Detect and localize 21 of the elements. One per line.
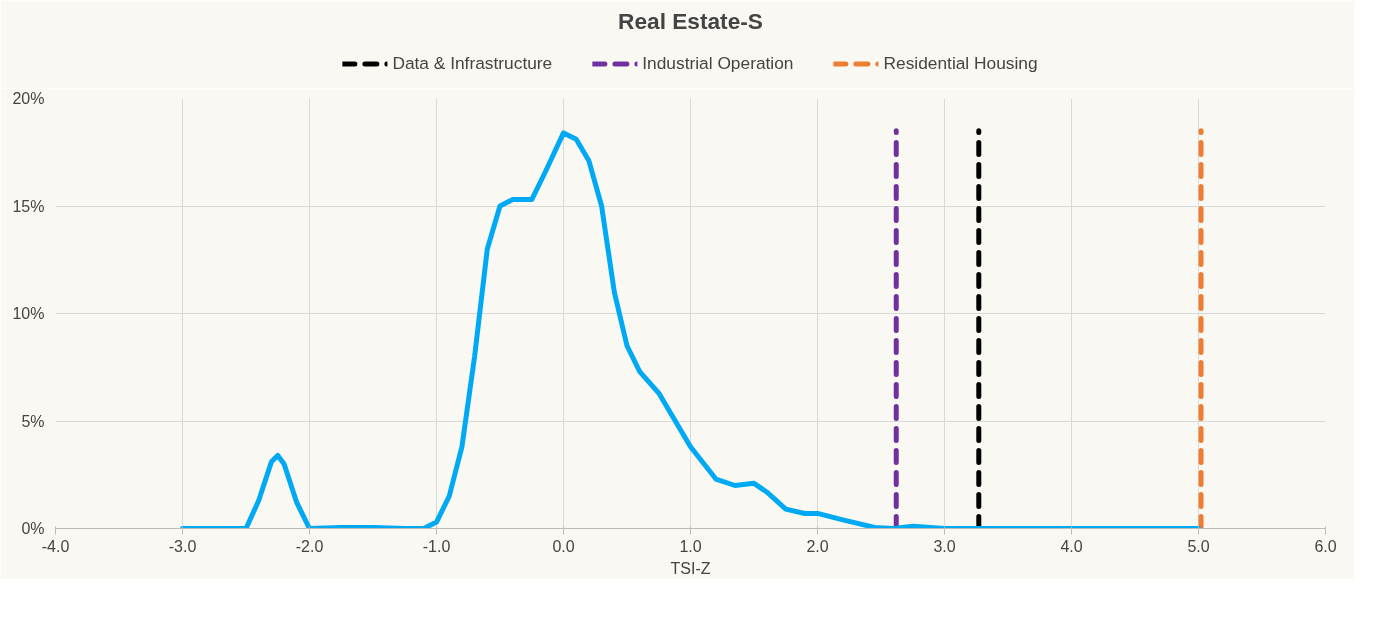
x-tick-label: -3.0 [168, 537, 197, 555]
y-tick-label: 15% [12, 197, 45, 215]
y-tick-label: 20% [12, 90, 45, 107]
x-tick-label: -2.0 [295, 537, 324, 555]
x-tick-label: 2.0 [806, 537, 829, 555]
y-tick-label: 10% [12, 305, 45, 322]
legend-label: Residential Housing [883, 52, 1038, 74]
legend-label: Data & Infrastructure [392, 52, 553, 74]
x-tick-label: 5.0 [1187, 537, 1210, 555]
x-tick-label: -1.0 [422, 537, 451, 555]
legend-label: Industrial Operation [642, 52, 794, 74]
chart-title: Real Estate-S [618, 7, 763, 34]
x-tick-label: 3.0 [933, 537, 956, 555]
x-tick-label: 4.0 [1060, 537, 1083, 555]
x-tick-label: 1.0 [679, 537, 702, 555]
y-tick-label: 5% [21, 412, 45, 430]
x-tick-label: 0.0 [552, 537, 575, 555]
x-axis-title: TSI-Z [670, 559, 711, 577]
x-tick-label: 6.0 [1314, 537, 1337, 555]
y-tick-label: 0% [21, 520, 45, 537]
x-tick-label: -4.0 [41, 537, 70, 555]
